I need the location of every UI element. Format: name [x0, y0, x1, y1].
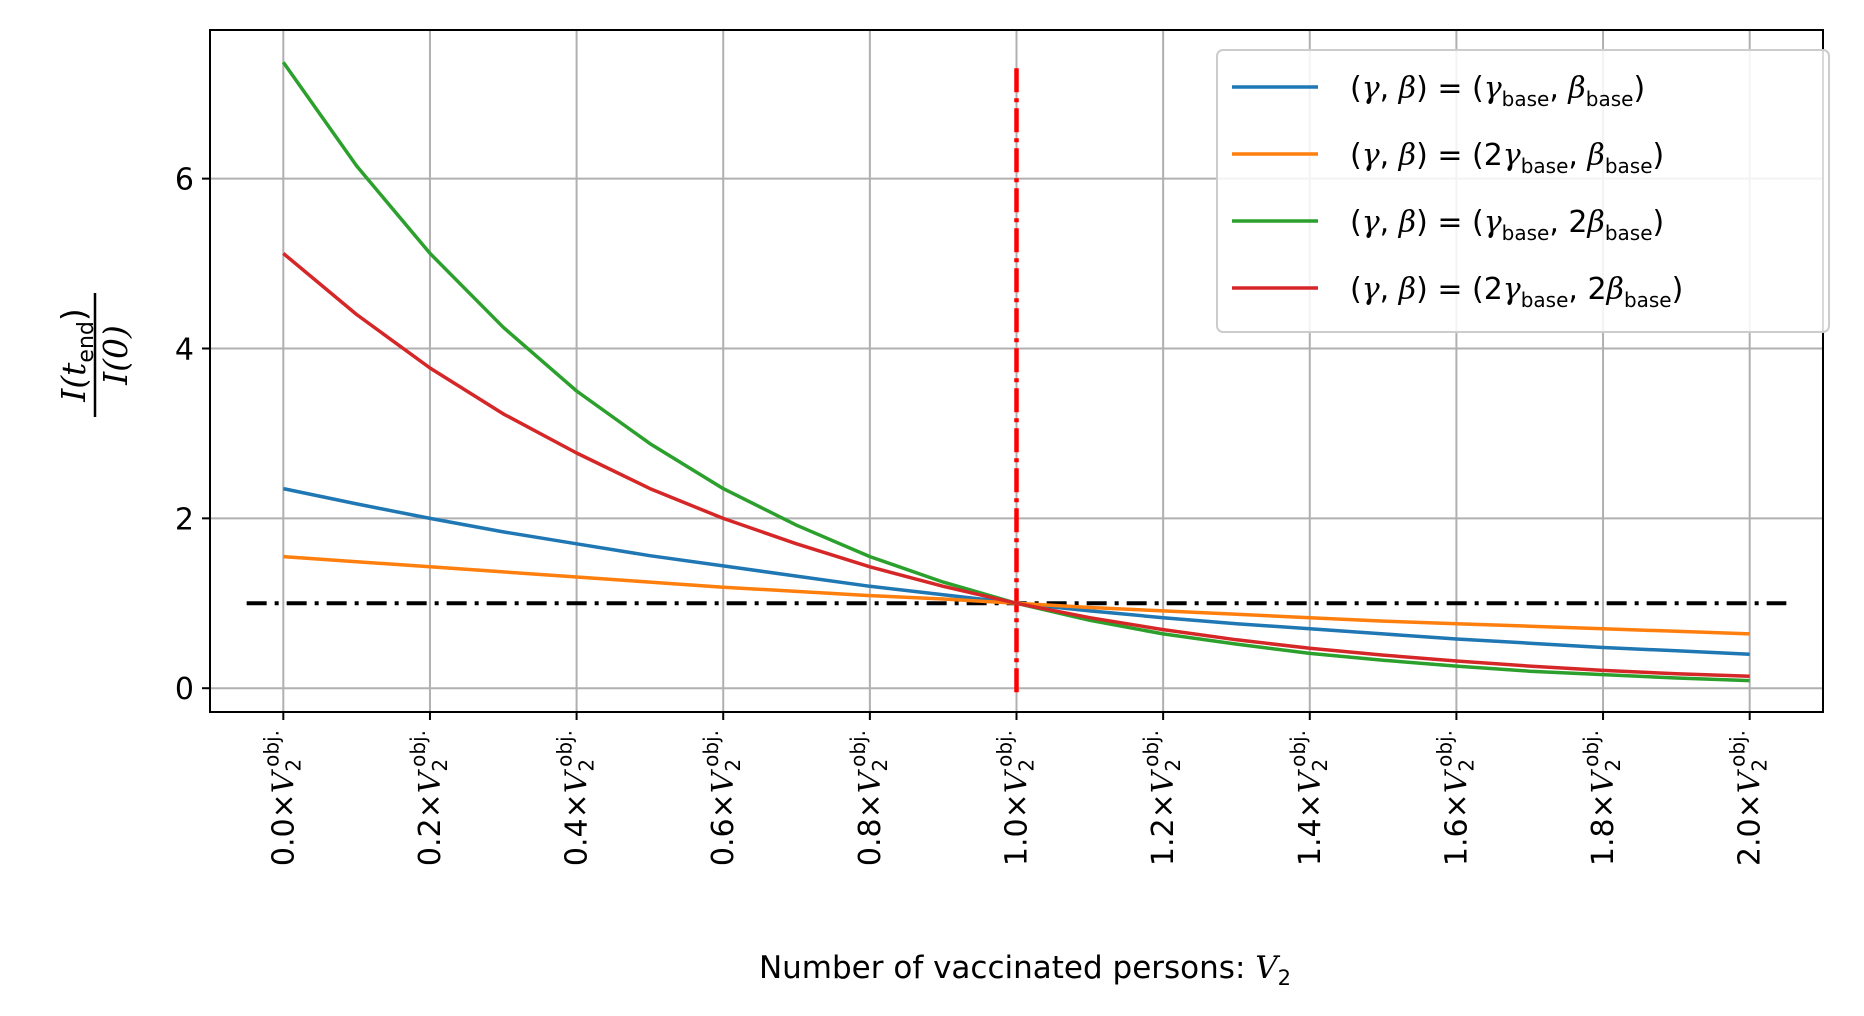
legend-box: [1216, 49, 1830, 333]
legend-label: (γ, β) = (γbase, 2βbase): [1350, 205, 1664, 245]
y-tick-label: 6: [175, 163, 194, 198]
x-axis-ticks: 0.0×V2obj. 0.2×V2obj. 0.4×V2obj. 0.6×V2obj.…: [259, 712, 1772, 866]
x-tick-label: 1.4×V2obj.: [1286, 730, 1332, 866]
y-tick-label: 2: [175, 502, 194, 537]
x-tick-label: 0.2×V2obj.: [406, 730, 452, 866]
y-axis-ticks: 0 2 4 6: [175, 163, 210, 707]
legend-label: (γ, β) = (γbase, βbase): [1350, 71, 1645, 111]
y-axis-label: I(tend) I(0): [54, 293, 135, 417]
x-tick-label: 0.0×V2obj.: [259, 730, 305, 866]
legend-label: (γ, β) = (2γbase, 2βbase): [1350, 272, 1683, 312]
x-tick-label: 2.0×V2obj.: [1726, 730, 1772, 866]
x-tick-label: 0.6×V2obj.: [699, 730, 745, 866]
x-axis-label: Number of vaccinated persons: V2: [759, 950, 1291, 990]
y-axis-label-denominator: I(0): [96, 325, 135, 386]
x-tick-label: 1.8×V2obj.: [1579, 730, 1625, 866]
x-tick-label: 0.4×V2obj.: [553, 730, 599, 866]
y-tick-label: 4: [175, 332, 194, 367]
x-tick-label: 1.2×V2obj.: [1139, 730, 1185, 866]
series-lines: [281, 61, 1750, 683]
y-tick-label: 0: [175, 672, 194, 707]
x-tick-label: 1.6×V2obj.: [1432, 730, 1478, 866]
x-tick-label: 1.0×V2obj.: [993, 730, 1039, 866]
legend-entries: (γ, β) = (γbase, βbase) (γ, β) = (2γbase,…: [1232, 71, 1683, 312]
legend-label: (γ, β) = (2γbase, βbase): [1350, 138, 1664, 178]
legend: (γ, β) = (γbase, βbase) (γ, β) = (2γbase,…: [1216, 49, 1830, 333]
x-tick-label: 0.8×V2obj.: [846, 730, 892, 866]
series-line-4: [282, 252, 1750, 679]
